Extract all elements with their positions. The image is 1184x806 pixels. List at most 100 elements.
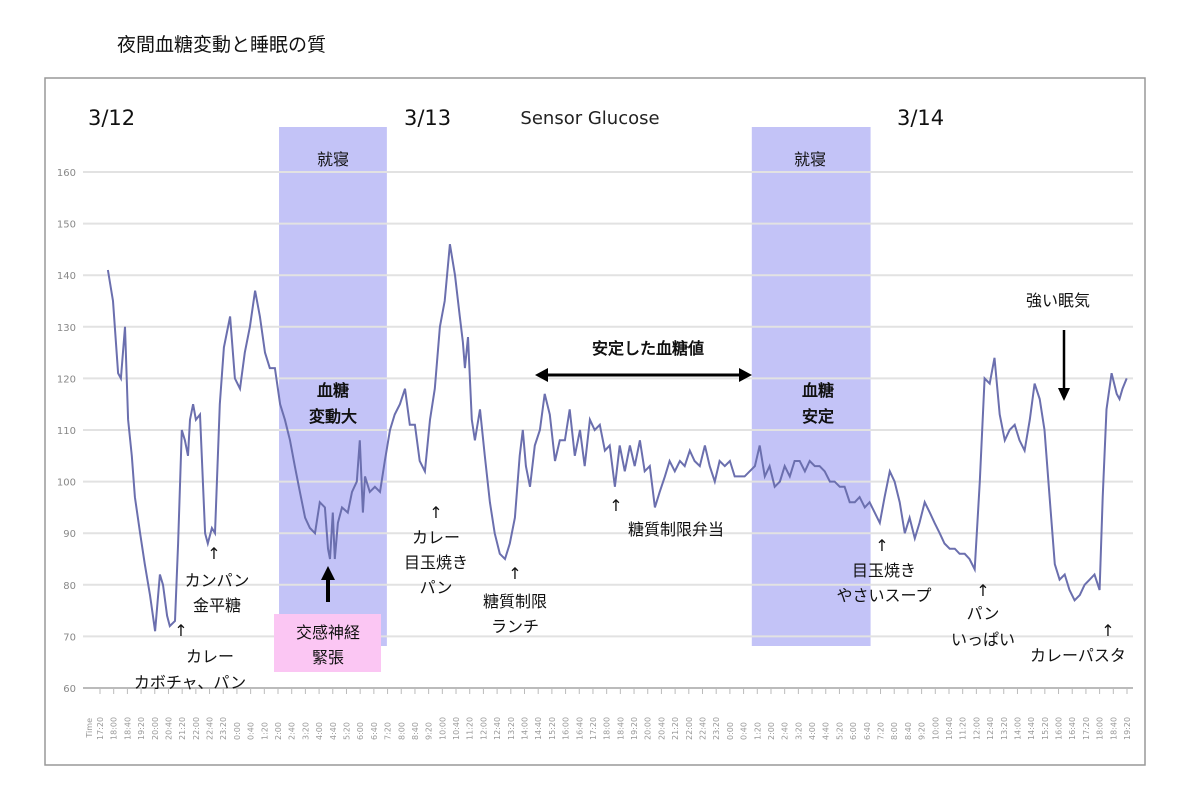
x-tick-label: 12:00 bbox=[479, 717, 488, 740]
a6-arrow: ↑ bbox=[875, 536, 888, 555]
y-tick-label: 140 bbox=[57, 271, 76, 282]
double-arrow-right-head bbox=[739, 368, 752, 382]
a4-line2: ランチ bbox=[491, 617, 539, 636]
x-tick-label: 12:40 bbox=[493, 717, 502, 740]
x-tick-label: 4:00 bbox=[315, 722, 324, 740]
x-tick-label: 16:00 bbox=[1055, 717, 1064, 740]
night2-line1: 血糖 bbox=[802, 381, 834, 400]
x-tick-label: 0:00 bbox=[726, 722, 735, 740]
x-tick-label: 3:20 bbox=[301, 722, 310, 740]
x-tick-label: 11:20 bbox=[466, 717, 475, 740]
a4-line1: 糖質制限 bbox=[483, 592, 547, 611]
a1-line2: カボチャ、パン bbox=[134, 673, 246, 692]
x-tick-label: 9:20 bbox=[918, 722, 927, 740]
y-tick-label: 80 bbox=[63, 581, 76, 592]
x-tick-label: 22:00 bbox=[685, 717, 694, 740]
x-tick-label: 16:40 bbox=[1068, 717, 1077, 740]
x-tick-label: 4:00 bbox=[808, 722, 817, 740]
x-tick-label: 19:20 bbox=[1123, 717, 1132, 740]
y-tick-label: 110 bbox=[57, 426, 76, 437]
day-label-3-14: 3/14 bbox=[897, 106, 944, 130]
chart-frame bbox=[44, 77, 1146, 766]
x-tick-label: 1:20 bbox=[753, 722, 762, 740]
x-tick-label: 2:00 bbox=[274, 722, 283, 740]
page-title: 夜間血糖変動と睡眠の質 bbox=[117, 34, 327, 56]
x-tick-label: 12:00 bbox=[972, 717, 981, 740]
x-tick-label: 18:40 bbox=[1109, 717, 1118, 740]
x-tick-label: 17:20 bbox=[1082, 717, 1091, 740]
x-tick-label: 18:40 bbox=[616, 717, 625, 740]
x-tick-label: 19:20 bbox=[137, 717, 146, 740]
a3-arrow: ↑ bbox=[429, 503, 442, 522]
x-tick-label: 21:20 bbox=[671, 717, 680, 740]
x-tick-label: 14:40 bbox=[534, 717, 543, 740]
x-tick-label: 13:20 bbox=[1000, 717, 1009, 740]
a6-line1: 目玉焼き bbox=[852, 561, 916, 580]
glucose-line bbox=[106, 244, 1128, 632]
a1-arrow: ↑ bbox=[174, 621, 187, 640]
x-tick-label: 7:20 bbox=[877, 722, 886, 740]
a6-line2: やさいスープ bbox=[836, 586, 931, 605]
y-tick-label: 130 bbox=[57, 323, 76, 334]
y-tick-label: 70 bbox=[63, 632, 76, 643]
a3-line3: パン bbox=[420, 578, 453, 597]
a7-arrow: ↑ bbox=[976, 581, 989, 600]
x-tick-label: 10:40 bbox=[452, 717, 461, 740]
x-tick-label: 10:00 bbox=[931, 717, 940, 740]
x-tick-label: 18:40 bbox=[123, 717, 132, 740]
x-tick-label: 0:00 bbox=[233, 722, 242, 740]
x-tick-label: 0:40 bbox=[247, 722, 256, 740]
x-tick-label: 17:20 bbox=[96, 717, 105, 740]
x-tick-label: 14:00 bbox=[1013, 717, 1022, 740]
x-tick-label: 8:00 bbox=[890, 722, 899, 740]
chart-title: Sensor Glucose bbox=[520, 108, 659, 129]
y-tick-label: 90 bbox=[63, 529, 76, 540]
x-tick-label: 10:00 bbox=[438, 717, 447, 740]
x-axis-label: Time bbox=[85, 718, 94, 739]
x-tick-label: 11:20 bbox=[959, 717, 968, 740]
band-label-sleep-1: 就寝 bbox=[317, 150, 349, 169]
x-tick-label: 22:40 bbox=[206, 717, 215, 740]
a3-line2: 目玉焼き bbox=[404, 553, 468, 572]
x-tick-label: 6:00 bbox=[356, 722, 365, 740]
x-tick-label: 12:40 bbox=[986, 717, 995, 740]
x-tick-label: 8:40 bbox=[411, 722, 420, 740]
x-tick-label: 4:40 bbox=[822, 722, 831, 740]
x-tick-label: 8:40 bbox=[904, 722, 913, 740]
night2-line2: 安定 bbox=[802, 407, 834, 426]
down-arrow-head bbox=[1058, 388, 1070, 401]
x-tick-label: 3:20 bbox=[794, 722, 803, 740]
x-tick-label: 16:40 bbox=[575, 717, 584, 740]
night1-line2: 変動大 bbox=[309, 407, 357, 426]
x-tick-label: 8:00 bbox=[397, 722, 406, 740]
a8-arrow: ↑ bbox=[1101, 621, 1114, 640]
x-tick-label: 5:20 bbox=[835, 722, 844, 740]
x-tick-label: 2:00 bbox=[767, 722, 776, 740]
a8-line1: カレーパスタ bbox=[1030, 646, 1126, 665]
y-tick-label: 100 bbox=[57, 478, 76, 489]
band-label-sleep-2: 就寝 bbox=[794, 150, 826, 169]
x-tick-label: 10:40 bbox=[945, 717, 954, 740]
day-label-3-13: 3/13 bbox=[404, 106, 451, 130]
x-tick-label: 1:20 bbox=[260, 722, 269, 740]
x-tick-label: 22:00 bbox=[192, 717, 201, 740]
a2-arrow: ↑ bbox=[207, 544, 220, 563]
sympathetic-line2: 緊張 bbox=[312, 648, 344, 667]
x-tick-label: 20:00 bbox=[151, 717, 160, 740]
a7-line1: パン bbox=[967, 604, 1000, 623]
sleep-band-2 bbox=[751, 127, 871, 646]
sleep-band-1 bbox=[279, 127, 387, 646]
x-tick-label: 6:40 bbox=[370, 722, 379, 740]
y-tick-label: 160 bbox=[57, 168, 76, 179]
x-tick-label: 6:00 bbox=[849, 722, 858, 740]
day-label-3-12: 3/12 bbox=[88, 106, 135, 130]
double-arrow-left-head bbox=[535, 368, 548, 382]
a3-line1: カレー bbox=[412, 528, 460, 547]
x-tick-label: 4:40 bbox=[329, 722, 338, 740]
x-tick-label: 23:20 bbox=[219, 717, 228, 740]
x-tick-label: 20:00 bbox=[644, 717, 653, 740]
y-tick-label: 150 bbox=[57, 220, 76, 231]
x-tick-label: 2:40 bbox=[288, 722, 297, 740]
stable-label: 安定した血糖値 bbox=[592, 339, 704, 358]
